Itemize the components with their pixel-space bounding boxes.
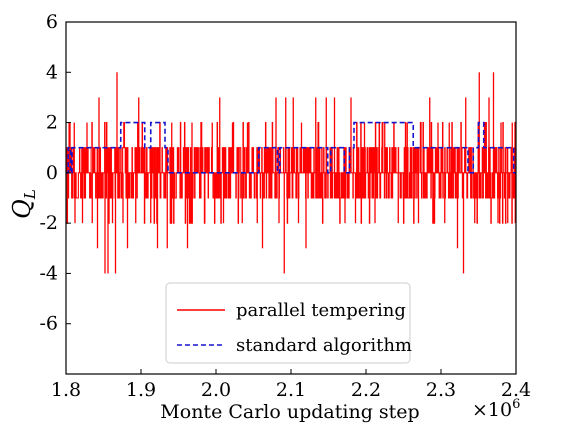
- x-tick-label: 1.8: [51, 379, 81, 401]
- x-tick-label: 2.0: [201, 379, 231, 401]
- y-tick-label: 0: [46, 162, 58, 184]
- x-axis-multiplier-exponent: 6: [512, 397, 520, 412]
- x-tick-label: 2.1: [276, 379, 306, 401]
- legend: parallel tempering standard algorithm: [165, 282, 412, 364]
- y-tick-label: -2: [39, 212, 58, 234]
- x-axis-multiplier-base: ×10: [472, 399, 512, 421]
- y-axis-label: QL: [8, 189, 39, 219]
- legend-box: [165, 282, 411, 364]
- y-tick-label: -4: [39, 262, 58, 284]
- y-tick-label: 4: [46, 61, 58, 83]
- y-axis-label-main: Q: [8, 199, 36, 219]
- y-tick-label: 6: [46, 11, 58, 33]
- y-tick-label: 2: [46, 112, 58, 134]
- y-tick-label: -6: [39, 313, 58, 335]
- legend-label-standard-algorithm: standard algorithm: [236, 335, 412, 356]
- x-tick-label: 2.4: [501, 379, 531, 401]
- x-tick-label: 1.9: [126, 379, 156, 401]
- x-tick-label: 2.2: [351, 379, 381, 401]
- x-tick-label: 2.3: [426, 379, 456, 401]
- series-layer: [66, 72, 516, 274]
- y-axis-label-subscript: L: [21, 189, 39, 200]
- series-standard-algorithm: [66, 121, 516, 174]
- axis-ticks: 1.8 1.9 2.0 2.1 2.2 2.3 2.4 6 4 2 0 -2 -4 -6: [39, 11, 531, 401]
- x-axis-label: Monte Carlo updating step: [160, 401, 419, 423]
- x-axis-multiplier: ×106: [472, 397, 520, 421]
- legend-label-parallel-tempering: parallel tempering: [236, 300, 406, 321]
